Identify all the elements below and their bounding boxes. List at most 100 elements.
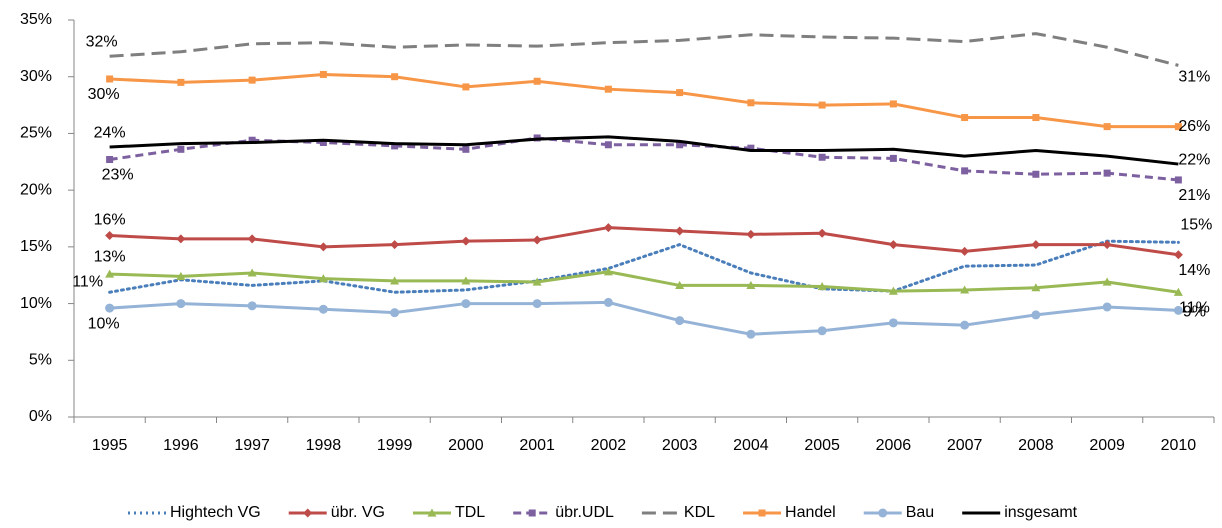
- legend-marker: [303, 508, 313, 518]
- y-tick-label: 15%: [20, 238, 52, 255]
- y-tick-label: 35%: [20, 11, 52, 28]
- point: [1031, 310, 1041, 320]
- point: [391, 73, 399, 81]
- point: [1102, 302, 1112, 312]
- x-tick-label: 2007: [947, 437, 983, 454]
- x-tick-label: 2008: [1018, 437, 1054, 454]
- point: [461, 236, 471, 246]
- point: [533, 77, 541, 85]
- point: [319, 70, 327, 78]
- point: [1173, 250, 1183, 260]
- x-tick-label: 2006: [876, 437, 912, 454]
- point: [461, 276, 471, 285]
- line: [109, 32, 1179, 67]
- data-label: 15%: [1180, 217, 1212, 234]
- point: [390, 276, 400, 285]
- point: [818, 153, 826, 161]
- legend-marker: [427, 508, 437, 517]
- data-label: 9%: [1183, 304, 1206, 321]
- point: [1032, 170, 1040, 178]
- x-tick-label: 2009: [1089, 437, 1125, 454]
- data-label: 21%: [1178, 187, 1210, 204]
- point: [106, 156, 114, 164]
- point: [247, 234, 257, 244]
- data-label: 14%: [1178, 262, 1210, 279]
- x-tick-label: 2000: [448, 437, 484, 454]
- x-tick-label: 2010: [1161, 437, 1197, 454]
- point: [747, 144, 755, 152]
- point: [603, 223, 613, 233]
- point: [318, 304, 328, 314]
- point: [1102, 277, 1112, 286]
- point: [1173, 305, 1183, 315]
- data-label: 23%: [102, 167, 134, 184]
- point: [746, 329, 756, 339]
- data-label: 11%: [72, 273, 103, 290]
- point: [318, 274, 328, 283]
- point: [248, 76, 256, 84]
- legend-marker: [528, 509, 536, 517]
- point: [247, 301, 257, 311]
- point: [603, 297, 613, 307]
- y-tick-label: 20%: [20, 181, 52, 198]
- point: [676, 89, 684, 97]
- legend-label: insgesamt: [1004, 504, 1077, 521]
- legend-label: TDL: [455, 504, 485, 521]
- point: [960, 285, 970, 294]
- point: [888, 286, 898, 295]
- point: [106, 75, 114, 83]
- x-tick-label: 2004: [733, 437, 769, 454]
- data-label: 24%: [94, 124, 126, 141]
- point: [961, 167, 969, 175]
- data-label: 26%: [1178, 118, 1210, 135]
- point: [675, 280, 685, 290]
- point: [105, 269, 115, 278]
- data-label: 13%: [94, 248, 126, 265]
- legend-label: übr.UDL: [555, 504, 614, 521]
- data-label: 22%: [1178, 151, 1210, 168]
- legend: Hightech VG übr. VG TDL übr.UDL KDL Handel Bau…: [128, 504, 1078, 521]
- point: [248, 136, 256, 144]
- line: [109, 270, 1179, 294]
- point: [1103, 123, 1111, 131]
- line: [109, 226, 1179, 257]
- line: [109, 135, 1179, 166]
- data-label: 30%: [88, 86, 120, 103]
- x-tick-label: 1998: [306, 437, 342, 454]
- line: [108, 239, 1180, 294]
- y-tick-label: 25%: [20, 125, 52, 142]
- point: [390, 308, 400, 318]
- point: [391, 142, 399, 150]
- x-tick-label: 1995: [92, 437, 128, 454]
- data-label: 11%: [1179, 299, 1210, 316]
- point: [177, 145, 185, 153]
- point: [462, 145, 470, 153]
- y-tick-label: 0%: [29, 408, 52, 425]
- point: [532, 277, 542, 286]
- point: [817, 228, 827, 238]
- legend-marker: [758, 509, 766, 517]
- point: [1102, 240, 1112, 250]
- point: [889, 154, 897, 162]
- point: [1031, 240, 1041, 250]
- point: [675, 226, 685, 236]
- line: [109, 136, 1179, 182]
- point: [746, 280, 756, 290]
- point: [390, 240, 400, 250]
- point: [1032, 114, 1040, 122]
- point: [676, 141, 684, 149]
- point: [888, 240, 898, 250]
- point: [603, 267, 613, 276]
- x-tick-label: 2003: [662, 437, 698, 454]
- y-tick-label: 30%: [20, 68, 52, 85]
- point: [747, 99, 755, 107]
- point: [318, 242, 328, 252]
- point: [461, 299, 471, 309]
- legend-label: Hightech VG: [170, 504, 261, 521]
- x-tick-label: 1997: [234, 437, 270, 454]
- point: [1103, 169, 1111, 177]
- x-tick-label: 1996: [163, 437, 199, 454]
- point: [675, 316, 685, 326]
- legend-label: KDL: [684, 504, 715, 521]
